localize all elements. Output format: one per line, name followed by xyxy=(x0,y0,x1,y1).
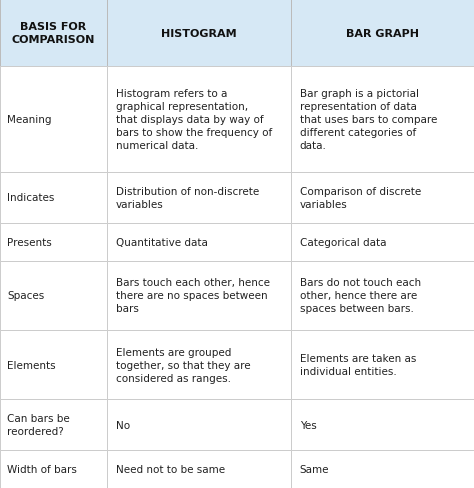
Text: Indicates: Indicates xyxy=(7,193,55,203)
Bar xyxy=(107,67,291,173)
Bar xyxy=(0,173,107,224)
Text: Width of bars: Width of bars xyxy=(7,464,77,474)
Bar xyxy=(0,67,107,173)
Text: Elements: Elements xyxy=(7,360,55,370)
Bar xyxy=(0,330,107,399)
Text: Yes: Yes xyxy=(300,420,316,430)
Text: Spaces: Spaces xyxy=(7,291,44,301)
Text: BAR GRAPH: BAR GRAPH xyxy=(346,29,419,39)
Text: Meaning: Meaning xyxy=(7,115,52,125)
Text: Elements are grouped
together, so that they are
considered as ranges.: Elements are grouped together, so that t… xyxy=(116,347,250,383)
Bar xyxy=(0,0,107,67)
Text: Quantitative data: Quantitative data xyxy=(116,237,208,247)
Bar xyxy=(291,173,474,224)
Text: Categorical data: Categorical data xyxy=(300,237,386,247)
Text: HISTOGRAM: HISTOGRAM xyxy=(161,29,237,39)
Text: Same: Same xyxy=(300,464,329,474)
Bar xyxy=(107,173,291,224)
Bar xyxy=(291,399,474,450)
Text: No: No xyxy=(116,420,130,430)
Text: Histogram refers to a
graphical representation,
that displays data by way of
bar: Histogram refers to a graphical represen… xyxy=(116,89,272,151)
Bar xyxy=(0,224,107,261)
Text: Need not to be same: Need not to be same xyxy=(116,464,225,474)
Bar xyxy=(107,261,291,330)
Bar xyxy=(0,261,107,330)
Bar xyxy=(291,224,474,261)
Bar xyxy=(0,399,107,450)
Bar xyxy=(291,0,474,67)
Bar xyxy=(291,450,474,488)
Text: Bar graph is a pictorial
representation of data
that uses bars to compare
differ: Bar graph is a pictorial representation … xyxy=(300,89,437,151)
Text: Distribution of non-discrete
variables: Distribution of non-discrete variables xyxy=(116,186,259,209)
Text: Can bars be
reordered?: Can bars be reordered? xyxy=(7,413,70,436)
Bar xyxy=(107,330,291,399)
Text: Comparison of discrete
variables: Comparison of discrete variables xyxy=(300,186,421,209)
Bar xyxy=(107,450,291,488)
Bar xyxy=(107,224,291,261)
Bar xyxy=(0,450,107,488)
Bar xyxy=(291,261,474,330)
Text: Bars touch each other, hence
there are no spaces between
bars: Bars touch each other, hence there are n… xyxy=(116,278,270,314)
Bar xyxy=(291,67,474,173)
Text: Elements are taken as
individual entities.: Elements are taken as individual entitie… xyxy=(300,353,416,376)
Bar xyxy=(291,330,474,399)
Bar xyxy=(107,399,291,450)
Text: BASIS FOR
COMPARISON: BASIS FOR COMPARISON xyxy=(12,22,95,45)
Bar xyxy=(107,0,291,67)
Text: Presents: Presents xyxy=(7,237,52,247)
Text: Bars do not touch each
other, hence there are
spaces between bars.: Bars do not touch each other, hence ther… xyxy=(300,278,421,314)
